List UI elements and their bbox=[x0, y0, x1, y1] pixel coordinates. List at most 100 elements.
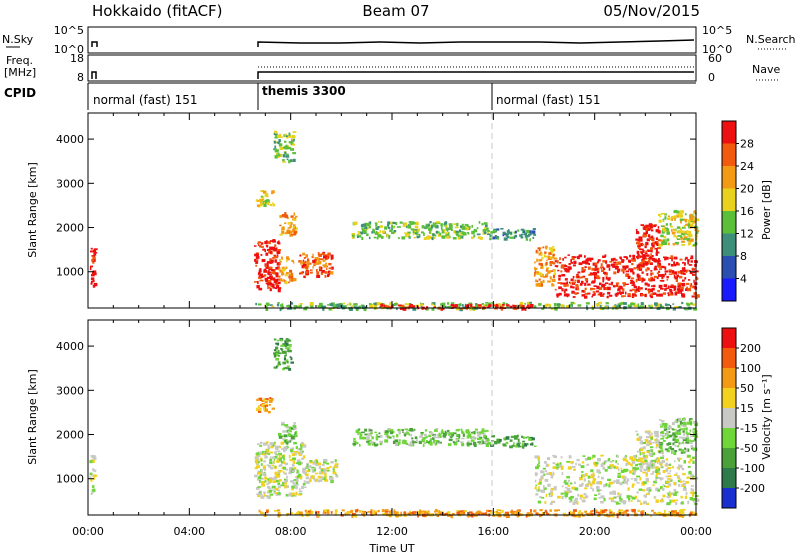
velocity-cell bbox=[620, 467, 623, 470]
power-cell bbox=[302, 259, 305, 262]
power-cell bbox=[566, 293, 570, 297]
velocity-cell bbox=[662, 484, 665, 486]
velocity-cell bbox=[447, 431, 449, 435]
power-cell bbox=[318, 266, 321, 270]
power-cell bbox=[637, 267, 640, 271]
power-cell bbox=[371, 231, 374, 234]
velocity-cell bbox=[648, 442, 652, 445]
power-cell bbox=[668, 289, 672, 291]
power-cell bbox=[280, 136, 283, 139]
power-cell bbox=[538, 278, 541, 281]
power-cell bbox=[475, 304, 478, 308]
velocity-cell bbox=[682, 441, 684, 444]
velocity-cell bbox=[254, 456, 259, 459]
velocity-cell bbox=[270, 446, 274, 449]
power-cell bbox=[676, 274, 679, 278]
velocity-cell bbox=[432, 437, 435, 440]
power-cell bbox=[319, 302, 323, 306]
velocity-cell bbox=[305, 476, 310, 480]
velocity-cell bbox=[601, 476, 604, 480]
velocity-cell bbox=[294, 432, 296, 434]
velocity-cell bbox=[280, 348, 284, 351]
velocity-cell bbox=[684, 495, 687, 499]
velocity-cell bbox=[414, 436, 418, 440]
power-cell bbox=[638, 238, 643, 242]
power-cell bbox=[612, 265, 616, 268]
power-cell bbox=[552, 253, 555, 256]
velocity-cell bbox=[645, 455, 649, 459]
power-cell bbox=[274, 136, 279, 139]
power-cell bbox=[690, 223, 694, 226]
velocity-cell bbox=[571, 465, 576, 468]
power-cell bbox=[644, 287, 647, 291]
velocity-cell bbox=[466, 431, 470, 434]
velocity-cell bbox=[422, 444, 425, 447]
power-cell bbox=[693, 292, 697, 296]
velocity-cell bbox=[288, 344, 292, 347]
power-cell bbox=[417, 230, 420, 232]
velocity-cell bbox=[323, 510, 325, 514]
power-cell bbox=[623, 283, 626, 287]
velocity-cell bbox=[504, 511, 509, 516]
velocity-cell bbox=[647, 469, 650, 472]
power-cell bbox=[681, 301, 684, 305]
power-cell bbox=[576, 255, 580, 260]
power-cell bbox=[640, 224, 645, 226]
power-cell bbox=[254, 245, 257, 247]
velocity-cell bbox=[636, 481, 640, 484]
velocity-cell bbox=[321, 464, 325, 466]
power-cell bbox=[414, 225, 419, 229]
power-cell bbox=[281, 226, 285, 230]
power-cell bbox=[674, 241, 679, 245]
power-cell bbox=[568, 281, 571, 284]
velocity-cell bbox=[566, 461, 570, 463]
velocity-cell bbox=[649, 435, 651, 437]
power-cell bbox=[285, 155, 290, 158]
velocity-cell bbox=[439, 512, 444, 516]
velocity-cell bbox=[374, 431, 377, 434]
power-cell bbox=[661, 241, 665, 245]
power-cell bbox=[557, 269, 560, 272]
power-cell bbox=[629, 261, 631, 263]
power-cell bbox=[658, 263, 662, 266]
power-cell bbox=[600, 294, 604, 297]
power-cell bbox=[259, 202, 263, 207]
power-cell bbox=[290, 302, 293, 305]
velocity-cell bbox=[277, 489, 280, 492]
power-cell bbox=[413, 236, 416, 239]
power-cell bbox=[550, 307, 554, 310]
velocity-cell bbox=[418, 440, 423, 444]
power-cell bbox=[643, 232, 647, 235]
velocity-cell bbox=[676, 467, 680, 469]
power-cell bbox=[640, 251, 643, 255]
velocity-cell bbox=[273, 352, 276, 355]
velocity-cell bbox=[505, 436, 510, 440]
power-cell bbox=[643, 226, 646, 230]
power-cell bbox=[640, 255, 643, 258]
velocity-cell bbox=[535, 474, 537, 477]
velocity-cell bbox=[693, 420, 697, 424]
power-cell bbox=[650, 293, 653, 296]
velocity-cell bbox=[352, 442, 356, 446]
power-cell bbox=[599, 307, 603, 310]
power-cell bbox=[605, 302, 609, 305]
power-cell bbox=[481, 223, 484, 226]
velocity-cell bbox=[651, 464, 656, 468]
velocity-cell bbox=[517, 434, 519, 438]
velocity-cell bbox=[478, 431, 482, 435]
velocity-cell bbox=[410, 443, 414, 446]
power-cell bbox=[290, 272, 293, 276]
velocity-cell bbox=[269, 461, 273, 465]
power-cell bbox=[263, 268, 267, 272]
velocity-cell bbox=[664, 423, 667, 426]
power-cell bbox=[603, 271, 607, 274]
power-colorbar-swatch bbox=[722, 166, 736, 189]
power-cell bbox=[500, 228, 504, 230]
power-cell bbox=[645, 263, 648, 266]
power-cell bbox=[591, 295, 594, 298]
velocity-cell bbox=[617, 468, 620, 472]
power-cell bbox=[436, 221, 440, 224]
power-cell bbox=[321, 253, 326, 255]
velocity-cell bbox=[283, 434, 288, 438]
